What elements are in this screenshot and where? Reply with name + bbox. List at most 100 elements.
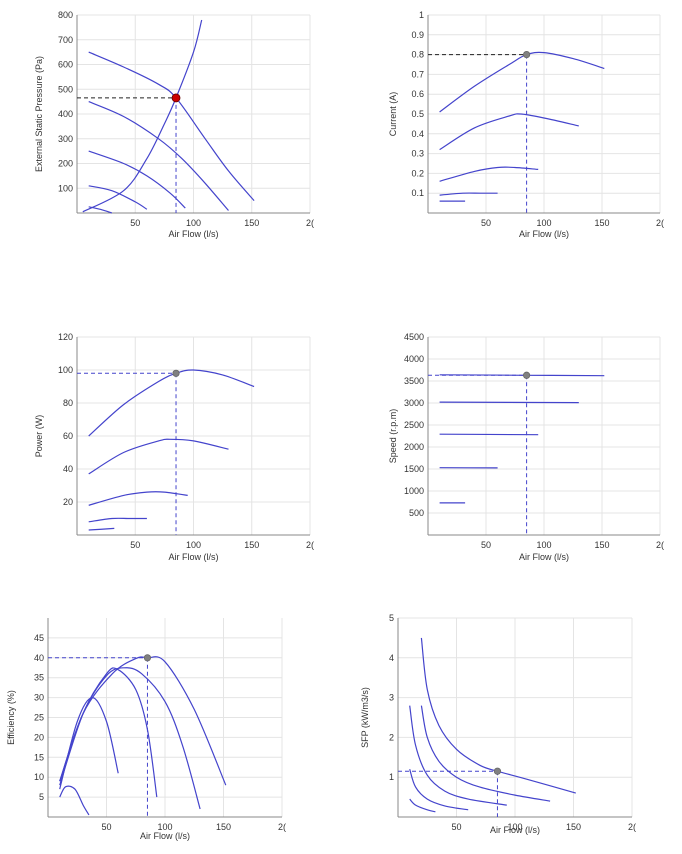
speed-x-tick-label: 150	[594, 540, 609, 550]
current-x-tick-label: 150	[594, 218, 609, 228]
current-operating-point[interactable]	[522, 50, 531, 59]
speed-y-axis-title: Speed (r.p.m)	[388, 409, 398, 464]
chart-efficiency: 50 100 150 2(5 10 15 20 25 30 35 40 45 Air Flow (l/s…	[6, 618, 286, 841]
sfp-x-axis-title: Air Flow (l/s)	[490, 825, 540, 835]
current-y-tick-label: 1	[419, 10, 424, 20]
power-operating-point[interactable]	[172, 369, 180, 377]
current-curve-2	[439, 113, 579, 151]
efficiency-y-tick-label: 15	[34, 752, 44, 762]
efficiency-y-tick-label: 10	[34, 772, 44, 782]
efficiency-y-tick-label: 25	[34, 713, 44, 723]
sfp-curve-5	[409, 798, 436, 813]
speed-y-tick-label: 3000	[404, 398, 424, 408]
pressure-y-tick-label: 700	[58, 35, 73, 45]
current-y-tick-label: 0.3	[411, 149, 424, 159]
speed-y-tick-label: 1500	[404, 464, 424, 474]
sfp-curve-1	[420, 637, 576, 794]
efficiency-y-tick-label: 5	[39, 792, 44, 802]
chart-sfp: 50 100 150 2(1 2 3 4 5 Air Flow (l/s) SFP (kW/m3/…	[360, 613, 636, 835]
efficiency-x-axis-title: Air Flow (l/s)	[140, 831, 190, 841]
speed-operating-point[interactable]	[522, 371, 531, 379]
power-x-tick-label: 50	[130, 540, 140, 550]
efficiency-y-tick-label: 45	[34, 633, 44, 643]
speed-x-tick-label: 50	[481, 540, 491, 550]
power-curve-3	[88, 491, 188, 506]
speed-curve-3	[439, 433, 539, 436]
pressure-x-tick-label: 100	[186, 218, 201, 228]
current-y-tick-label: 0.9	[411, 30, 424, 40]
efficiency-y-tick-label: 20	[34, 732, 44, 742]
speed-x-tick-label: 2(	[656, 540, 664, 550]
efficiency-y-tick-label: 40	[34, 653, 44, 663]
pressure-x-tick-label: 150	[244, 218, 259, 228]
pressure-x-tick-label: 50	[130, 218, 140, 228]
pressure-y-axis-title: External Static Pressure (Pa)	[34, 56, 44, 172]
pressure-y-tick-label: 300	[58, 134, 73, 144]
current-y-tick-label: 0.6	[411, 89, 424, 99]
efficiency-x-tick-label: 150	[216, 822, 231, 832]
current-curve-4	[439, 192, 498, 196]
speed-y-tick-label: 4000	[404, 354, 424, 364]
power-x-tick-label: 100	[186, 540, 201, 550]
current-y-tick-label: 0.1	[411, 188, 424, 198]
pressure-y-tick-label: 500	[58, 84, 73, 94]
pressure-curve-2	[88, 101, 229, 211]
speed-x-tick-label: 100	[536, 540, 551, 550]
pressure-curve-6	[82, 19, 203, 213]
current-y-tick-label: 0.8	[411, 50, 424, 60]
sfp-curve-3	[409, 705, 507, 806]
efficiency-operating-point[interactable]	[143, 654, 152, 662]
speed-curve-2	[439, 401, 579, 404]
sfp-y-tick-label: 2	[389, 732, 394, 742]
current-curve-3	[439, 166, 539, 182]
sfp-x-tick-label: 100	[507, 822, 522, 832]
efficiency-x-tick-label: 100	[157, 822, 172, 832]
sfp-y-tick-label: 5	[389, 613, 394, 623]
speed-x-axis-title: Air Flow (l/s)	[519, 552, 569, 562]
current-x-tick-label: 100	[536, 218, 551, 228]
sfp-y-tick-label: 4	[389, 653, 394, 663]
chart-pressure: 50 100 150 2(100 200 300 400 500 600 700 800 Air Fl…	[34, 10, 314, 239]
current-y-tick-label: 0.4	[411, 129, 424, 139]
sfp-x-tick-label: 50	[451, 822, 461, 832]
power-y-tick-label: 100	[58, 365, 73, 375]
power-y-tick-label: 80	[63, 398, 73, 408]
power-y-tick-label: 40	[63, 464, 73, 474]
sfp-curve-4	[409, 769, 469, 811]
pressure-y-tick-label: 400	[58, 109, 73, 119]
efficiency-curve-5	[59, 785, 90, 816]
current-x-tick-label: 50	[481, 218, 491, 228]
power-curve-2	[88, 438, 229, 475]
chart-power: 50 100 150 2(20 40 60 80 100 120 Air Flow (l/s) Po…	[34, 332, 314, 562]
sfp-x-tick-label: 2(	[628, 822, 636, 832]
speed-y-tick-label: 1000	[404, 486, 424, 496]
efficiency-y-axis-title: Efficiency (%)	[6, 690, 16, 745]
current-y-axis-title: Current (A)	[388, 92, 398, 137]
sfp-curve-2	[420, 705, 551, 802]
chart-current: 50 100 150 2(0.1 0.2 0.3 0.4 0.5 0.6 0.7 0.8 0.9 1 Ai…	[388, 10, 664, 239]
efficiency-y-tick-label: 35	[34, 673, 44, 683]
power-curve-4	[88, 517, 147, 523]
efficiency-curve-4	[59, 696, 119, 790]
power-x-axis-title: Air Flow (l/s)	[169, 552, 219, 562]
pressure-curve-5	[88, 206, 113, 214]
pressure-y-tick-label: 800	[58, 10, 73, 20]
speed-y-tick-label: 4500	[404, 332, 424, 342]
sfp-x-tick-label: 150	[566, 822, 581, 832]
power-curve-5	[88, 527, 115, 531]
efficiency-x-tick-label: 2(	[278, 822, 286, 832]
sfp-operating-point[interactable]	[493, 767, 502, 775]
pressure-operating-point[interactable]	[171, 93, 181, 103]
efficiency-x-tick-label: 50	[101, 822, 111, 832]
pressure-y-tick-label: 600	[58, 60, 73, 70]
sfp-y-tick-label: 3	[389, 693, 394, 703]
power-y-axis-title: Power (W)	[34, 415, 44, 458]
current-x-tick-label: 2(	[656, 218, 664, 228]
speed-y-tick-label: 2500	[404, 420, 424, 430]
chart-speed: 50 100 150 2(500 1000 1500 2000 2500 3000 3500 400…	[388, 332, 664, 562]
pressure-x-axis-title: Air Flow (l/s)	[169, 229, 219, 239]
pressure-y-tick-label: 200	[58, 159, 73, 169]
current-y-tick-label: 0.7	[411, 69, 424, 79]
speed-y-tick-label: 2000	[404, 442, 424, 452]
